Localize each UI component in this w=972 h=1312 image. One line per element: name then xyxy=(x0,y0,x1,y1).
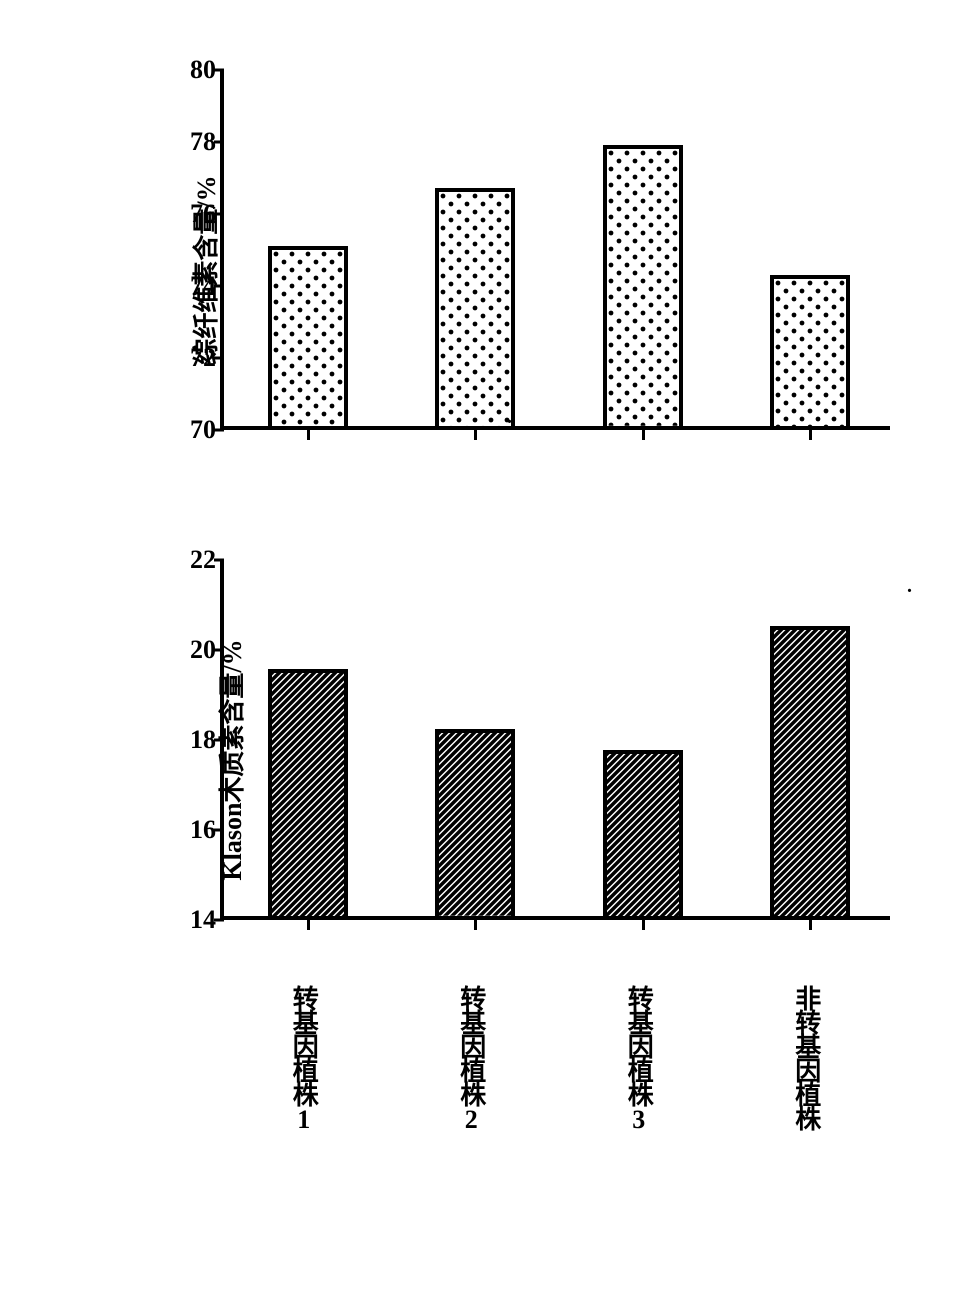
stray-mark: . xyxy=(507,406,512,429)
chart1-plot-area xyxy=(220,70,890,430)
bar xyxy=(268,246,348,426)
bar xyxy=(268,669,348,917)
y-tick-label: 80 xyxy=(180,55,216,85)
x-tick-mark xyxy=(642,920,645,930)
x-tick-mark xyxy=(642,430,645,440)
x-tick-mark xyxy=(809,430,812,440)
x-tick-mark xyxy=(474,920,477,930)
bar xyxy=(770,626,850,916)
y-tick-label: 70 xyxy=(180,415,216,445)
lignin-chart: Klason木质素含量/% 1416182022 xyxy=(120,560,920,960)
x-tick-mark xyxy=(474,430,477,440)
x-category-label: 转基因植株2 xyxy=(453,985,490,1132)
bar xyxy=(435,729,515,916)
bar xyxy=(435,188,515,426)
cellulose-chart: 综纤维素含量/% 707274767880 xyxy=(120,70,920,470)
x-category-label: 转基因植株1 xyxy=(285,985,322,1132)
x-category-label: 非转基因植株 xyxy=(788,985,825,1129)
x-tick-mark xyxy=(307,430,310,440)
x-category-label: 转基因植株3 xyxy=(620,985,657,1132)
x-tick-mark xyxy=(809,920,812,930)
chart2-plot-area xyxy=(220,560,890,920)
y-tick-label: 72 xyxy=(180,343,216,373)
stray-mark-2: . xyxy=(907,575,912,598)
y-tick-label: 74 xyxy=(180,271,216,301)
bar xyxy=(770,275,850,426)
y-tick-label: 14 xyxy=(180,905,216,935)
bar xyxy=(603,750,683,917)
x-axis-labels: 转基因植株1 转基因植株2 转基因植株3 非转基因植株 xyxy=(220,985,890,1265)
y-tick-label: 20 xyxy=(180,635,216,665)
y-tick-label: 16 xyxy=(180,815,216,845)
x-tick-mark xyxy=(307,920,310,930)
y-tick-label: 76 xyxy=(180,199,216,229)
bar xyxy=(603,145,683,426)
y-tick-label: 18 xyxy=(180,725,216,755)
y-tick-label: 22 xyxy=(180,545,216,575)
y-tick-label: 78 xyxy=(180,127,216,157)
